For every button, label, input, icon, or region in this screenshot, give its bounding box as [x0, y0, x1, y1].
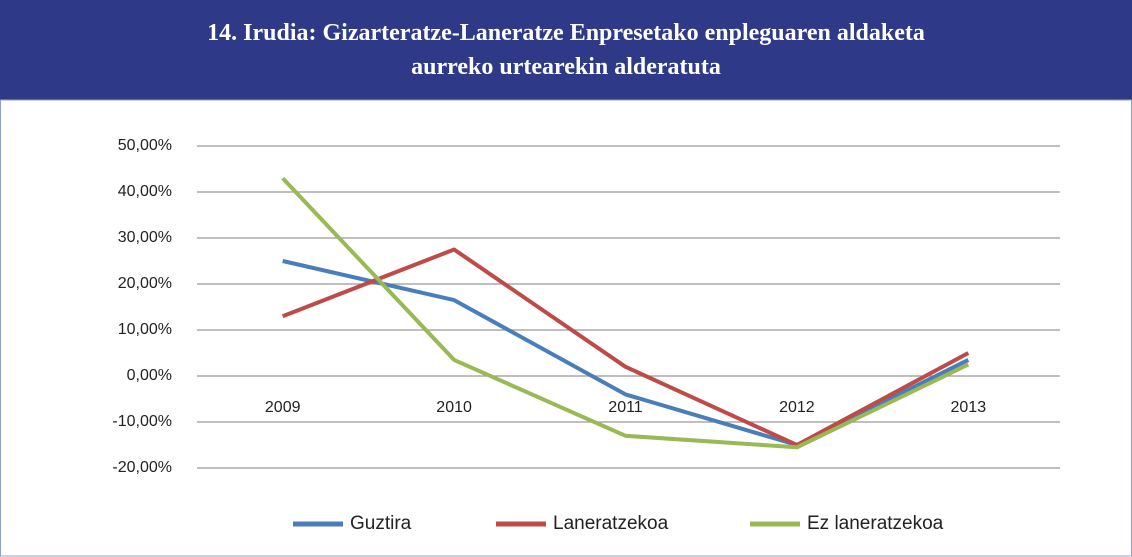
legend-label: Ez laneratzekoa — [807, 513, 944, 534]
y-tick-label: 20,00% — [118, 275, 172, 292]
y-tick-label: 10,00% — [118, 321, 172, 338]
x-tick-label: 2010 — [436, 399, 472, 416]
chart-title: 14. Irudia: Gizarteratze-Laneratze Enpre… — [207, 20, 925, 80]
series-line — [281, 247, 970, 447]
series-line — [281, 176, 970, 450]
header: 14. Irudia: Gizarteratze-Laneratze Enpre… — [0, 0, 1132, 100]
series-line — [282, 259, 970, 447]
y-tick-label: 0,00% — [127, 367, 172, 384]
x-tick-label: 2011 — [608, 399, 643, 416]
y-tick-label: -20,00% — [112, 459, 172, 476]
x-tick-label: 2009 — [265, 399, 301, 416]
legend-label: Laneratzekoa — [553, 513, 669, 534]
y-tick-label: 50,00% — [118, 137, 172, 154]
legend-label: Guztira — [350, 513, 412, 534]
y-tick-label: -10,00% — [112, 413, 172, 430]
y-tick-label: 30,00% — [118, 229, 172, 246]
x-tick-label: 2013 — [951, 399, 987, 416]
y-tick-label: 40,00% — [118, 183, 172, 200]
x-tick-label: 2012 — [779, 399, 815, 416]
